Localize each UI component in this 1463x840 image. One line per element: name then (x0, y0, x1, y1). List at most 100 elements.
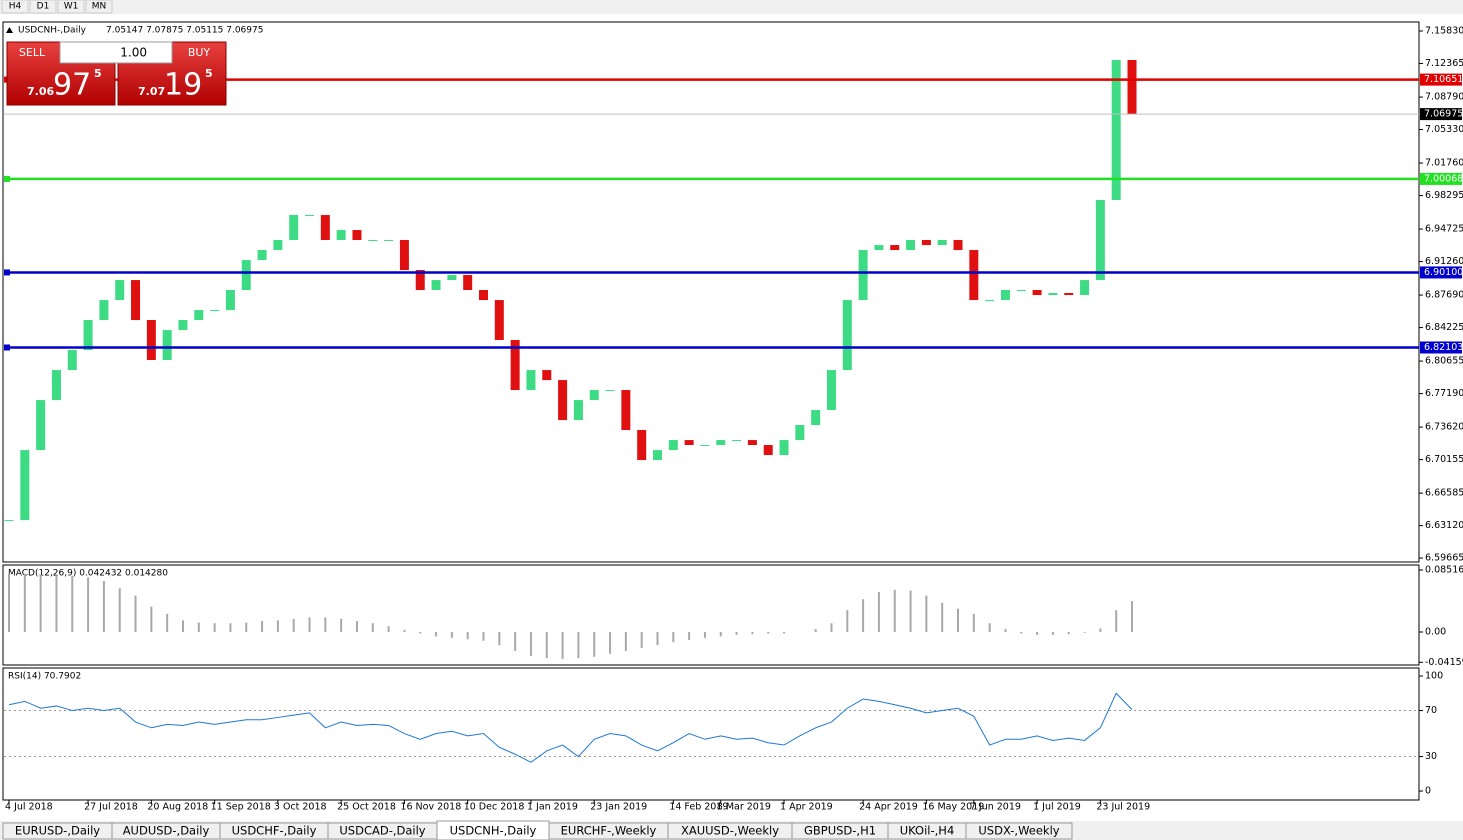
candle (1111, 60, 1121, 201)
line-price-label: 7.10651 (1424, 74, 1463, 85)
tab-label: EURUSD-,Daily (15, 824, 100, 838)
lot-field[interactable] (59, 41, 173, 64)
y-tick-label: 6.91260 (1425, 256, 1463, 267)
y-tick-label: 6.77190 (1425, 388, 1463, 399)
x-tick-label: 10 Dec 2018 (464, 802, 525, 813)
x-tick-label: 1 Jul 2019 (1033, 802, 1081, 813)
price-fraction: 5 (205, 67, 213, 80)
candle (858, 250, 868, 301)
candle (605, 390, 615, 392)
y-tick-label: 6.63120 (1425, 520, 1463, 531)
tab-label: USDX-,Weekly (978, 824, 1059, 838)
panel-title: MACD(12,26,9) 0.042432 0.014280 (8, 569, 168, 579)
line-price-box (1420, 172, 1462, 185)
timeframe-label: W1 (64, 2, 79, 12)
chart-header: 7.05147 7.07875 7.05115 7.06975 (106, 26, 263, 36)
y-tick-label: 6.84225 (1425, 322, 1463, 333)
rsi-line (8, 692, 1133, 763)
candle (20, 450, 30, 521)
candle (99, 300, 109, 321)
candle (637, 430, 647, 461)
candle (115, 280, 125, 301)
candle (241, 260, 251, 290)
candle (510, 340, 520, 391)
line-price-label: 7.00068 (1424, 173, 1463, 184)
y-tick-label: 6.70155 (1425, 454, 1463, 465)
candle (1016, 289, 1026, 291)
x-tick-label: 1 Jan 2019 (527, 802, 578, 813)
tab-label: USDCNH-,Daily (450, 824, 537, 838)
tab-label: UKOil-,H4 (900, 824, 955, 838)
y-tick-label: 0.00 (1425, 627, 1446, 638)
panel-title: RSI(14) 70.7902 (8, 672, 81, 682)
candle (1000, 289, 1010, 301)
candle (1048, 293, 1058, 296)
timeframe-label: H4 (9, 2, 22, 12)
candle (779, 440, 789, 456)
candle (431, 280, 441, 290)
candle (289, 215, 299, 240)
candle (874, 245, 884, 251)
timeframe-button[interactable] (29, 0, 57, 14)
candle (36, 400, 46, 451)
timeframe-button[interactable] (1, 0, 29, 14)
x-tick-label: 25 Oct 2018 (337, 802, 396, 813)
x-tick-label: 1 Apr 2019 (780, 802, 833, 813)
buy-label: BUY (188, 46, 211, 59)
candle (399, 239, 409, 271)
timeframe-button[interactable] (57, 0, 85, 14)
candle (747, 440, 757, 446)
tab-label: GBPUSD-,H1 (804, 824, 876, 838)
candle (1032, 289, 1042, 296)
candle (684, 440, 694, 446)
candle (210, 310, 220, 312)
panel-title: USDCNH-,Daily (18, 26, 87, 36)
rsi-panel (2, 667, 1420, 801)
candle (384, 239, 394, 241)
y-tick-label: 7.12365 (1425, 58, 1463, 69)
timeframe-button[interactable] (85, 0, 113, 14)
candle (447, 274, 457, 281)
candle (1127, 60, 1137, 115)
candle (194, 310, 204, 321)
price-panel (2, 21, 1420, 563)
candle (811, 410, 821, 426)
candle (67, 350, 77, 371)
lot-value: 1.00 (120, 46, 147, 60)
x-tick-label: 11 Sep 2018 (211, 802, 271, 813)
collapse-arrow (6, 27, 13, 33)
tab-label: XAUUSD-,Weekly (681, 824, 779, 838)
y-tick-label: 6.59665 (1425, 553, 1463, 564)
y-tick-label: 6.94725 (1425, 224, 1463, 235)
candle (542, 370, 552, 381)
candle (921, 239, 931, 246)
sell-label: SELL (19, 46, 46, 59)
candle (716, 440, 726, 446)
y-tick-label: 7.05330 (1425, 124, 1463, 135)
y-tick-label: 7.08790 (1425, 92, 1463, 103)
y-tick-label: 6.80655 (1425, 356, 1463, 367)
price-pips: 97 (53, 68, 91, 103)
tab[interactable] (965, 822, 1073, 840)
candle (985, 300, 995, 302)
line-price-box (1420, 341, 1462, 354)
candle (826, 370, 836, 411)
candle (969, 250, 979, 301)
x-tick-label: 3 Oct 2018 (274, 802, 327, 813)
x-tick-label: 23 Jan 2019 (590, 802, 647, 813)
y-tick-label: 100 (1425, 671, 1443, 682)
y-tick-label: 6.98295 (1425, 190, 1463, 201)
candle (652, 450, 662, 461)
x-tick-label: 4 Jul 2018 (5, 802, 53, 813)
x-tick-label: 16 Nov 2018 (400, 802, 461, 813)
line-price-box (1420, 73, 1462, 86)
candle (906, 239, 916, 251)
candle (1064, 293, 1074, 296)
candle (336, 230, 346, 240)
current-price-box (1420, 108, 1462, 121)
candle (463, 274, 473, 290)
candle (305, 215, 315, 217)
x-tick-label: 20 Aug 2018 (147, 802, 208, 813)
candle (1080, 280, 1090, 296)
